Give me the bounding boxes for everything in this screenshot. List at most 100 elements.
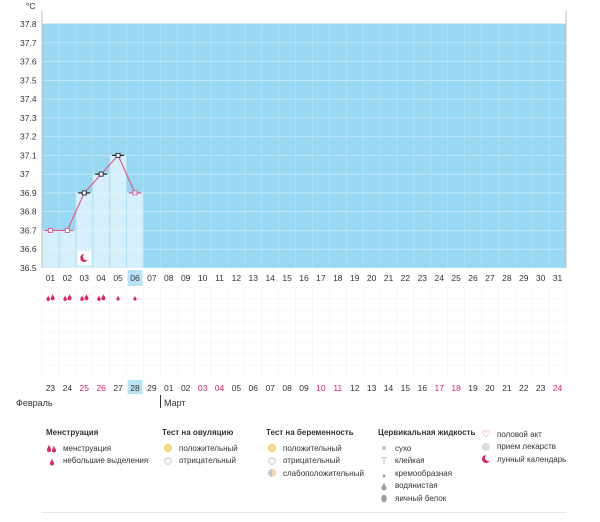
y-tick-label: 36.6: [20, 244, 37, 254]
menstruation-drop-03: [80, 294, 84, 301]
legend-menstruation: Менструация менструация небольшие выделе…: [46, 428, 148, 467]
calendar-date-label: 15: [401, 383, 411, 393]
legend-cervical: Цервикальная жидкость × сухо ⊤ клейкая ❟ кр…: [378, 428, 475, 505]
cycle-day-labels: 01 02 03 04 05 06 07 08 09 10 11 12 13 14 15 16 17 18 19 20…: [46, 270, 563, 286]
legend-item[interactable]: лунный календарь: [480, 453, 566, 466]
cross-icon: ×: [381, 443, 387, 454]
cycle-day-label: 17: [316, 273, 326, 283]
y-tick-label: 37.1: [20, 150, 37, 160]
cycle-day-label: 30: [536, 273, 546, 283]
legend-title: Менструация: [46, 428, 99, 437]
calendar-date-label: 12: [350, 383, 360, 393]
calendar-date-label: 08: [282, 383, 292, 393]
calendar-date-label: 23: [46, 383, 56, 393]
calendar-date-label: 01: [164, 383, 174, 393]
plot-top-band: [42, 10, 566, 24]
heart-icon: ♡: [481, 429, 491, 440]
cycle-day-label: 05: [113, 273, 123, 283]
legend-item[interactable]: яичный белок: [378, 492, 475, 505]
grid-lines: [41, 10, 567, 269]
calendar-date-label: 22: [519, 383, 529, 393]
legend-item[interactable]: ♡ половой акт: [481, 429, 542, 440]
legend-pregnancy: Тест на беременность положительный отриц…: [266, 428, 364, 480]
calendar-date-label: 19: [468, 383, 478, 393]
calendar-date-label: 23: [536, 383, 546, 393]
y-tick-label: 37.7: [20, 38, 37, 48]
temperature-point-06: [132, 190, 138, 196]
calendar-date-label: 04: [215, 383, 225, 393]
legend-item[interactable]: менструация: [46, 442, 148, 455]
calendar-date-label: 13: [367, 383, 377, 393]
drop-icon: [46, 456, 58, 466]
calendar-date-label: 24: [553, 383, 563, 393]
menstruation-drop-02: [67, 293, 72, 301]
calendar-date-label: 27: [113, 383, 123, 393]
cycle-day-label: 23: [418, 273, 428, 283]
temperature-point-04: [98, 171, 104, 177]
y-unit-label: °C: [26, 1, 36, 11]
legend-item[interactable]: небольшие выделения: [46, 455, 148, 468]
menstruation-drop-03: [84, 293, 89, 301]
cycle-day-label: 11: [215, 273, 224, 283]
calendar-date-label: 29: [147, 383, 157, 393]
legend-item[interactable]: положительный: [266, 442, 364, 455]
cycle-day-label: 10: [198, 273, 208, 283]
menstruation-drop-01: [46, 294, 51, 301]
cycle-day-label: 08: [164, 273, 174, 283]
calendar-date-label: 16: [418, 383, 428, 393]
calendar-date-label: 06: [249, 383, 259, 393]
cycle-day-label: 14: [265, 273, 275, 283]
legend-item[interactable]: слабоположительный: [266, 467, 364, 480]
temperature-point-05: [115, 152, 121, 158]
cycle-day-label: 24: [434, 273, 444, 283]
legend-item[interactable]: ⊤ клейкая: [378, 455, 475, 468]
legend-item[interactable]: положительный: [162, 442, 238, 455]
y-tick-label: 37.2: [20, 132, 37, 142]
calendar-date-label: 14: [384, 383, 394, 393]
calendar-date-label: 18: [451, 383, 461, 393]
y-tick-label: 36.7: [20, 225, 37, 235]
legend-item[interactable]: × сухо: [378, 442, 475, 455]
calendar-date-label: 02: [181, 383, 191, 393]
grey-circle-icon: [162, 456, 174, 466]
y-tick-label: 37: [20, 169, 30, 179]
legend-title: Цервикальная жидкость: [378, 428, 476, 437]
cycle-day-label: 28: [502, 273, 512, 283]
calendar-date-label: 03: [198, 383, 208, 393]
y-tick-label: 37.8: [20, 19, 37, 29]
bottom-divider: [42, 512, 566, 513]
cycle-day-label: 27: [485, 273, 495, 283]
cycle-day-label: 29: [519, 273, 529, 283]
cycle-day-label: 26: [468, 273, 478, 283]
temperature-point-01: [48, 228, 53, 233]
cycle-day-label: 12: [232, 273, 242, 283]
pill-icon: [480, 442, 492, 452]
bbt-chart: °C 37.8 37.7 37.6 37.5 37.4 37.3 37.2 37.1 37 36.…: [20, 1, 567, 394]
menstruation-drop-01: [50, 293, 55, 301]
cycle-day-label: 25: [451, 273, 461, 283]
cycle-day-label: 13: [249, 273, 259, 283]
cycle-day-label: 15: [282, 273, 292, 283]
cycle-day-label: 22: [401, 273, 411, 283]
temperature-bar-04: [93, 174, 110, 268]
cycle-day-label: 01: [46, 273, 56, 283]
menstruation-drop-04: [97, 294, 101, 301]
sun-icon: [162, 443, 174, 453]
moon-marker-cut: [82, 253, 90, 261]
y-tick-label: 37.3: [20, 113, 37, 123]
legend-item[interactable]: ❟ кремообразная: [378, 467, 475, 480]
spotting-drop-06: [133, 295, 137, 301]
legend-item[interactable]: отрицательный: [162, 455, 238, 468]
legend-item[interactable]: отрицательный: [266, 455, 364, 468]
y-tick-label: 36.5: [20, 263, 37, 273]
cycle-day-label: 21: [384, 273, 394, 283]
legend-item[interactable]: прием лекарств: [480, 441, 566, 454]
current-day-highlight: [127, 270, 143, 286]
sun-icon: [266, 443, 278, 453]
cream-icon: ❟: [382, 468, 386, 479]
cycle-day-label: 06: [130, 273, 140, 283]
legend-item[interactable]: водянистая: [378, 480, 475, 493]
grey-circle-icon: [266, 456, 278, 466]
calendar-date-labels: 23 24 25 26 27 28 29 01 02 03 04 05 06 07 08 09 10 11 12 13…: [46, 380, 563, 394]
today-highlight: [127, 380, 143, 394]
